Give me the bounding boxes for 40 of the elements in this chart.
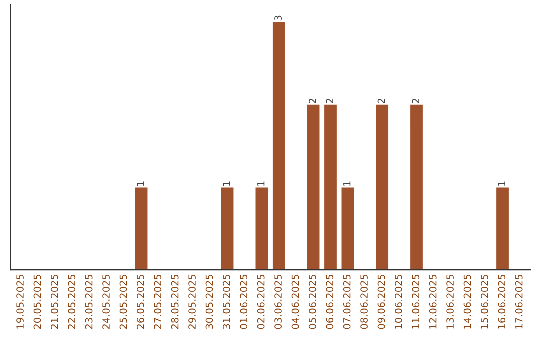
- data-label: 2: [378, 99, 386, 104]
- x-tick-label: 06.06.2025: [326, 274, 334, 330]
- x-tick-label: 01.06.2025: [240, 274, 248, 330]
- x-tick-label: 02.06.2025: [257, 274, 265, 330]
- x-tick-label: 26.05.2025: [136, 274, 144, 330]
- x-tick-label: 05.06.2025: [309, 274, 316, 330]
- data-label: 2: [326, 99, 334, 104]
- data-label: 1: [344, 182, 351, 186]
- x-tick-label: 17.06.2025: [515, 274, 523, 329]
- x-tick-label: 04.06.2025: [292, 274, 300, 330]
- x-tick-label: 28.05.2025: [171, 274, 179, 330]
- data-label: 1: [223, 182, 230, 186]
- x-tick-label: 09.06.2025: [378, 274, 386, 330]
- x-tick-label: 30.05.2025: [206, 274, 214, 330]
- x-tick-label: 03.06.2025: [274, 274, 282, 330]
- x-tick-label: 10.06.2025: [395, 274, 402, 329]
- x-tick-label: 12.06.2025: [429, 274, 437, 329]
- data-label: 3: [274, 16, 282, 21]
- x-tick-label: 16.06.2025: [498, 274, 506, 329]
- x-tick-label: 20.05.2025: [34, 274, 42, 330]
- x-tick-label: 14.06.2025: [464, 274, 472, 329]
- x-tick-label: 25.05.2025: [120, 274, 128, 330]
- data-label: 2: [412, 99, 420, 104]
- data-label: 1: [498, 182, 506, 186]
- x-tick-label: 27.05.2025: [154, 274, 162, 330]
- x-tick-label: 31.05.2025: [223, 274, 230, 330]
- data-label: 1: [258, 182, 265, 186]
- x-tick-label: 24.05.2025: [102, 274, 110, 330]
- x-tick-label: 21.05.2025: [50, 274, 58, 330]
- x-tick-label: 11.06.2025: [412, 274, 420, 329]
- x-tick-label: 13.06.2025: [446, 274, 454, 329]
- x-tick-label: 07.06.2025: [343, 274, 351, 330]
- x-tick-label: 19.05.2025: [16, 274, 24, 329]
- x-tick-label: 23.05.2025: [85, 274, 93, 330]
- x-tick-label: 08.06.2025: [360, 274, 368, 330]
- x-tick-label: 22.05.2025: [68, 274, 76, 330]
- x-tick-label: 15.06.2025: [481, 274, 488, 329]
- data-label: 2: [309, 99, 316, 104]
- x-tick-label: 29.05.2025: [188, 274, 196, 330]
- data-label: 1: [137, 182, 144, 186]
